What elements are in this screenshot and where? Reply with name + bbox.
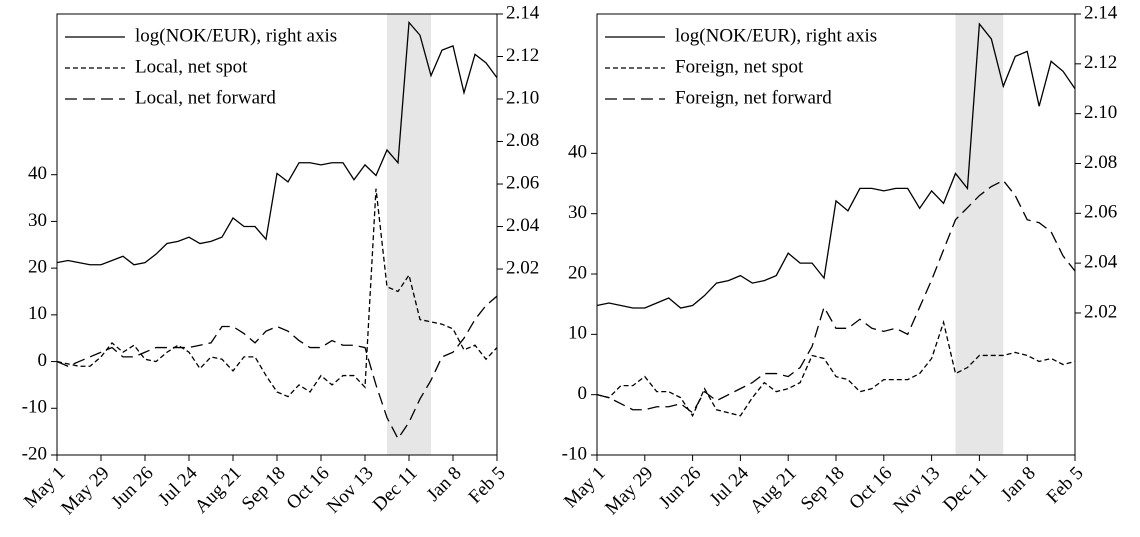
x-tick-label: Dec 11	[369, 463, 422, 516]
x-tick-label: Jun 26	[655, 463, 705, 513]
legend-label: log(NOK/EUR), right axis	[675, 25, 877, 46]
y-tick-label: 0	[578, 383, 588, 404]
y-tick-label: 40	[28, 163, 47, 184]
y2-tick-label: 2.06	[506, 172, 539, 193]
y-tick-label: 30	[568, 202, 587, 223]
x-tick-label: Dec 11	[939, 463, 992, 516]
x-tick-label: Feb 5	[1043, 463, 1088, 508]
y2-tick-label: 2.04	[506, 215, 540, 236]
y-tick-label: 10	[28, 303, 47, 324]
legend-label: Foreign, net spot	[675, 56, 804, 77]
series-line	[596, 179, 1076, 414]
y-tick-label: 30	[28, 210, 47, 231]
y2-tick-label: 2.02	[1084, 301, 1117, 322]
x-tick-label: Aug 21	[746, 463, 801, 518]
series-line	[56, 188, 498, 398]
y2-tick-label: 2.08	[1084, 152, 1117, 173]
y-tick-label: -10	[562, 443, 587, 464]
y-tick-label: -10	[22, 397, 47, 418]
y2-tick-label: 2.12	[1084, 52, 1117, 73]
x-tick-label: Feb 5	[465, 463, 510, 508]
x-tick-label: Nov 13	[323, 463, 378, 518]
series-line	[596, 22, 1076, 309]
x-tick-label: Jun 26	[107, 463, 157, 513]
x-tick-label: Sep 18	[238, 463, 290, 515]
y-tick-label: 20	[28, 256, 47, 277]
y-tick-label: 10	[568, 323, 587, 344]
y2-tick-label: 2.06	[1084, 202, 1117, 223]
x-tick-label: May 29	[601, 463, 657, 519]
x-tick-label: Jan 8	[423, 463, 466, 506]
x-tick-label: May 29	[57, 463, 113, 519]
y2-tick-label: 2.04	[1084, 252, 1118, 273]
y-tick-label: 0	[38, 350, 48, 371]
y2-tick-label: 2.14	[1084, 2, 1118, 23]
y-tick-label: -20	[22, 443, 47, 464]
shaded-period	[955, 14, 1004, 455]
legend-label: Local, net forward	[135, 87, 276, 108]
y2-tick-label: 2.12	[506, 45, 539, 66]
shaded-period	[387, 14, 431, 455]
x-tick-label: Nov 13	[889, 463, 944, 518]
legend-label: Local, net spot	[135, 56, 248, 77]
y2-tick-label: 2.10	[1084, 102, 1117, 123]
x-tick-label: Oct 16	[845, 463, 896, 514]
legend-label: log(NOK/EUR), right axis	[135, 25, 337, 46]
y2-tick-label: 2.10	[506, 87, 539, 108]
series-line	[596, 319, 1076, 418]
y-tick-label: 40	[568, 142, 587, 163]
x-tick-label: Jan 8	[997, 463, 1040, 506]
y2-tick-label: 2.08	[506, 130, 539, 151]
y2-tick-label: 2.14	[506, 2, 540, 23]
y2-tick-label: 2.02	[506, 257, 539, 278]
legend-label: Foreign, net forward	[675, 87, 832, 108]
series-line	[56, 295, 498, 440]
x-tick-label: Sep 18	[797, 463, 849, 515]
x-tick-label: Aug 21	[191, 463, 246, 518]
series-line	[56, 20, 498, 266]
y-tick-label: 20	[568, 262, 587, 283]
